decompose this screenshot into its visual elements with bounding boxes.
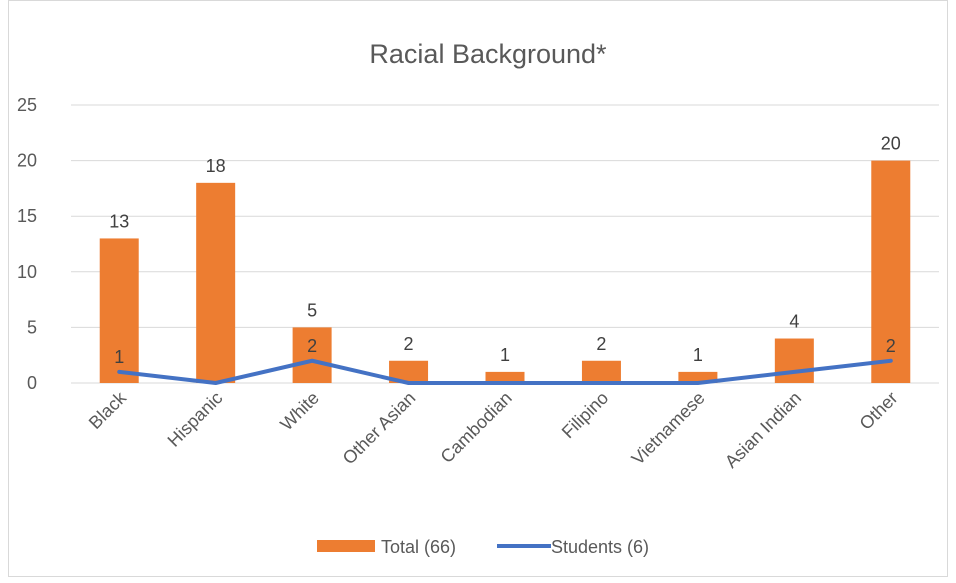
bar-data-label: 20: [881, 134, 901, 154]
bar-data-label: 4: [789, 312, 799, 332]
chart-title: Racial Background*: [369, 39, 607, 69]
y-tick-label: 10: [17, 262, 37, 282]
legend-students-label: Students (6): [551, 537, 649, 557]
bar: [581, 360, 621, 383]
legend-total-label: Total (66): [381, 537, 456, 557]
bars: [99, 160, 911, 383]
bar-data-label: 5: [307, 300, 317, 320]
line-data-label: 2: [307, 336, 317, 356]
line-data-label: 1: [114, 347, 124, 367]
bar: [99, 238, 139, 383]
y-tick-label: 20: [17, 151, 37, 171]
bar-data-label: 1: [693, 345, 703, 365]
bar: [196, 182, 236, 383]
bar-data-label: 18: [206, 156, 226, 176]
legend-total-swatch: [317, 540, 375, 552]
bar-data-label: 2: [404, 334, 414, 354]
bar-data-labels: 13 18 5 2 1 2 1 4 20: [109, 134, 901, 365]
bar: [485, 371, 525, 383]
x-tick-label: Cambodian: [437, 388, 516, 467]
chart: Racial Background* 0 5 10 15 20 25 13 18 5 2 1 2 1 4…: [17, 39, 939, 557]
legend: Total (66) Students (6): [317, 537, 649, 557]
y-tick-label: 0: [27, 373, 37, 393]
bar-data-label: 1: [500, 345, 510, 365]
x-tick-label: Other Asian: [339, 388, 420, 469]
bar: [871, 160, 911, 383]
x-tick-label: Black: [85, 387, 131, 433]
bar: [389, 360, 429, 383]
y-tick-label: 15: [17, 206, 37, 226]
students-line: [117, 358, 893, 385]
line-data-labels: 1 2 2: [114, 336, 896, 367]
y-tick-label: 25: [17, 95, 37, 115]
bar-data-label: 13: [109, 211, 129, 231]
x-tick-label: Asian Indian: [721, 388, 805, 472]
x-axis-tick-labels: Black Hispanic White Other Asian Cambodian Fi…: [85, 387, 902, 472]
line-series: [117, 358, 893, 385]
y-tick-label: 5: [27, 317, 37, 337]
bar: [292, 327, 332, 383]
bar-data-label: 2: [596, 334, 606, 354]
line-data-label: 2: [886, 336, 896, 356]
x-tick-label: Other: [856, 388, 902, 434]
chart-frame: Racial Background* 0 5 10 15 20 25 13 18 5 2 1 2 1 4…: [8, 0, 948, 577]
x-tick-label: Vietnamese: [628, 388, 709, 469]
bar: [678, 371, 718, 383]
bar: [774, 338, 814, 383]
x-tick-label: White: [276, 388, 323, 435]
x-tick-label: Filipino: [558, 388, 612, 442]
y-axis-tick-labels: 0 5 10 15 20 25: [17, 95, 37, 393]
x-tick-label: Hispanic: [164, 388, 227, 451]
